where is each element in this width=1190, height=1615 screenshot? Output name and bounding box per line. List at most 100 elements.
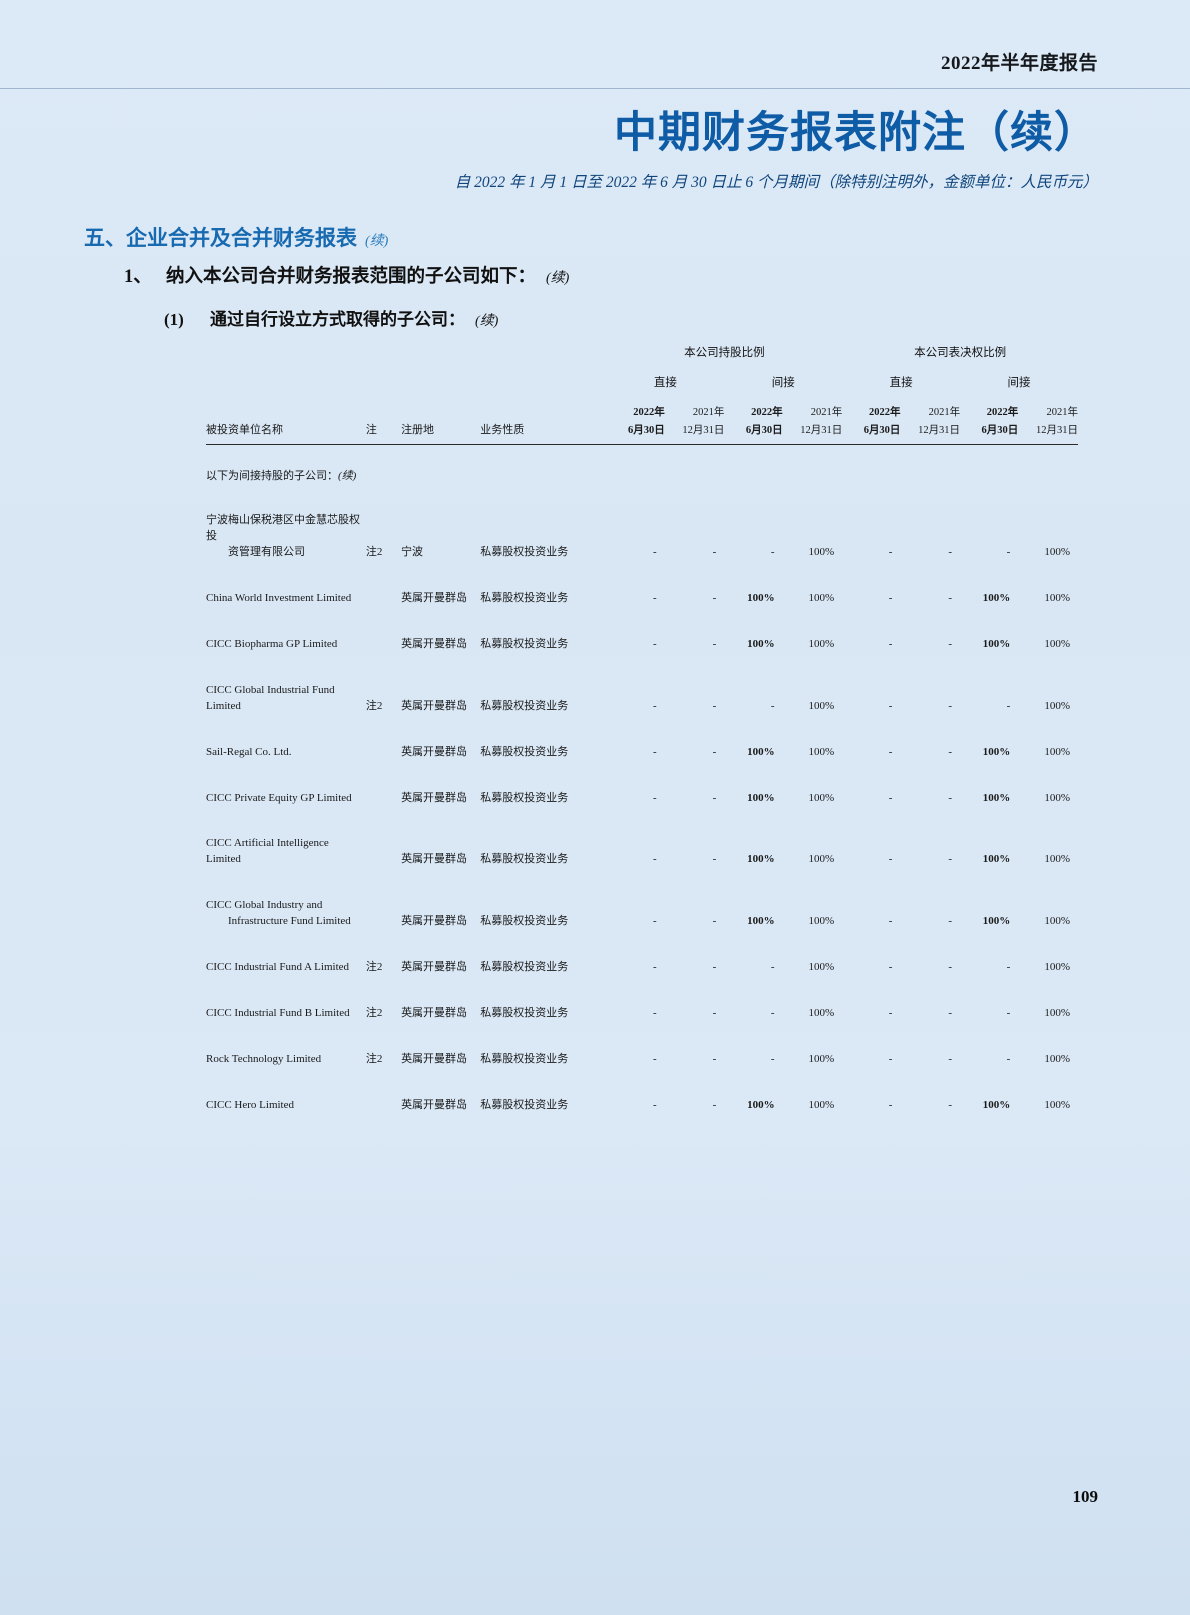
cell-value-5: - — [948, 961, 953, 974]
cell-value-6: 100% — [982, 1099, 1011, 1111]
cell-value-3: 100% — [808, 915, 835, 928]
cell-entity-name: 宁波梅山保税港区中金慧芯股权投 资管理有限公司 — [206, 483, 366, 561]
cell-entity-name: CICC Industrial Fund B Limited — [206, 976, 366, 1022]
table-header-rule — [206, 443, 1078, 445]
cell-value-3: 100% — [808, 1007, 835, 1020]
cell-value-3: 100% — [808, 1053, 835, 1066]
cell-note — [366, 761, 401, 807]
table-row: CICC Global Industrial Fund Limited 注2 英属开… — [206, 653, 1078, 715]
section-heading-level2-text: 纳入本公司合并财务报表范围的子公司如下： — [166, 267, 537, 287]
cell-value-0: - — [653, 961, 657, 974]
cell-value-2: 100% — [747, 915, 775, 928]
entity-name-line2: Infrastructure Fund Limited — [228, 915, 351, 928]
cell-value-7: 100% — [1044, 1053, 1070, 1066]
cell-value-1: - — [712, 745, 717, 758]
cell-value-6: - — [1006, 1053, 1011, 1066]
cell-note — [366, 561, 401, 607]
cell-value-5: - — [948, 791, 953, 804]
column-header-place: 注册地 — [401, 424, 435, 436]
cell-value-0: - — [653, 637, 657, 650]
cell-place: 英属开曼群岛 — [401, 1053, 468, 1066]
column-header-note: 注 — [365, 424, 377, 436]
sub-header-indirect-shareholding: 间接 — [771, 377, 795, 389]
cell-value-3: 100% — [808, 853, 835, 866]
cell-note — [366, 1068, 401, 1114]
cell-value-4: - — [888, 791, 893, 804]
group-header-voting: 本公司表决权比例 — [914, 347, 1007, 359]
cell-value-0: - — [653, 699, 657, 712]
table-row: China World Investment Limited 英属开曼群岛 私募股权… — [206, 561, 1078, 607]
cell-value-0: - — [653, 1053, 657, 1066]
cell-value-7: 100% — [1044, 853, 1070, 866]
cell-place: 英属开曼群岛 — [401, 591, 468, 604]
cell-value-6: 100% — [982, 791, 1011, 804]
cell-value-3: 100% — [808, 591, 835, 604]
cell-value-4: - — [888, 745, 893, 758]
date-header-0: 6月30日 — [627, 425, 665, 436]
cell-value-2: 100% — [747, 1099, 775, 1111]
cell-value-6: - — [1006, 961, 1011, 974]
sub-header-direct-voting: 直接 — [889, 377, 913, 389]
cell-value-1: - — [712, 791, 717, 804]
cell-value-1: - — [712, 1053, 717, 1066]
table-row: CICC Industrial Fund B Limited 注2 英属开曼群岛 私募… — [206, 976, 1078, 1022]
column-header-name: 被投资单位名称 — [206, 424, 283, 436]
cell-place: 英属开曼群岛 — [401, 1007, 468, 1020]
cell-value-2: 100% — [747, 591, 775, 604]
section-heading-level1-text: 五、企业合并及合并财务报表 — [84, 226, 357, 250]
cell-value-3: 100% — [808, 637, 835, 650]
date-header-4: 6月30日 — [863, 425, 901, 436]
year-header-7: 2021年 — [1046, 407, 1079, 418]
year-header-6: 2022年 — [986, 407, 1019, 418]
entity-name-line1: 宁波梅山保税港区中金慧芯股权投 — [206, 514, 360, 542]
cell-value-6: - — [1006, 1007, 1011, 1020]
cell-value-7: 100% — [1044, 699, 1070, 712]
cell-value-2: - — [770, 699, 775, 712]
cell-entity-name: CICC Global Industry and Infrastructure F… — [206, 868, 366, 930]
entity-name-line1: CICC Hero Limited — [206, 1099, 294, 1111]
cell-note — [366, 715, 401, 761]
year-header-4: 2022年 — [868, 407, 901, 418]
cell-value-7: 100% — [1044, 745, 1070, 758]
cell-value-6: 100% — [982, 745, 1011, 758]
cell-place: 英属开曼群岛 — [401, 961, 468, 974]
year-header-1: 2021年 — [692, 407, 725, 418]
cell-business: 私募股权投资业务 — [480, 545, 569, 558]
cell-place: 英属开曼群岛 — [401, 1099, 468, 1111]
cell-value-4: - — [888, 545, 893, 558]
page-title: 中期财务报表附注（续） — [614, 110, 1098, 157]
cell-value-4: - — [888, 915, 893, 928]
cell-value-0: - — [653, 591, 657, 604]
cell-value-6: 100% — [982, 915, 1011, 928]
cell-value-1: - — [712, 591, 717, 604]
cell-value-3: 100% — [808, 545, 835, 558]
year-header-3: 2021年 — [810, 407, 843, 418]
table-group-note: 以下为间接持股的子公司：(续) — [206, 445, 1078, 484]
cell-value-0: - — [653, 1007, 657, 1020]
year-header-0: 2022年 — [633, 407, 665, 418]
cell-value-4: - — [888, 1099, 893, 1111]
date-header-6: 6月30日 — [981, 425, 1019, 436]
cell-note: 注2 — [365, 699, 383, 712]
cell-value-5: - — [948, 1007, 953, 1020]
group-header-shareholding: 本公司持股比例 — [684, 347, 765, 359]
cell-value-0: - — [653, 545, 657, 558]
cell-place: 英属开曼群岛 — [401, 699, 468, 712]
year-header-5: 2021年 — [928, 407, 961, 418]
cell-value-3: 100% — [808, 745, 835, 758]
table-year-row: 2022年 2021年 2022年 2021年 2022年 2021年 2022… — [206, 404, 1078, 421]
cell-value-1: - — [712, 915, 717, 928]
cell-value-4: - — [888, 591, 893, 604]
cell-note: 注2 — [365, 961, 383, 974]
cell-business: 私募股权投资业务 — [480, 853, 569, 866]
cell-place: 英属开曼群岛 — [401, 745, 468, 758]
cell-note: 注2 — [365, 545, 383, 558]
cell-business: 私募股权投资业务 — [480, 699, 569, 712]
cell-value-7: 100% — [1044, 791, 1070, 804]
cell-value-7: 100% — [1044, 545, 1070, 558]
table-column-header-row: 被投资单位名称 注 注册地 业务性质 6月30日 12月31日 6月30日 12… — [206, 421, 1078, 443]
cell-entity-name: CICC Artificial Intelligence Limited — [206, 806, 366, 868]
cell-value-4: - — [888, 1007, 893, 1020]
cell-value-7: 100% — [1044, 1099, 1070, 1111]
